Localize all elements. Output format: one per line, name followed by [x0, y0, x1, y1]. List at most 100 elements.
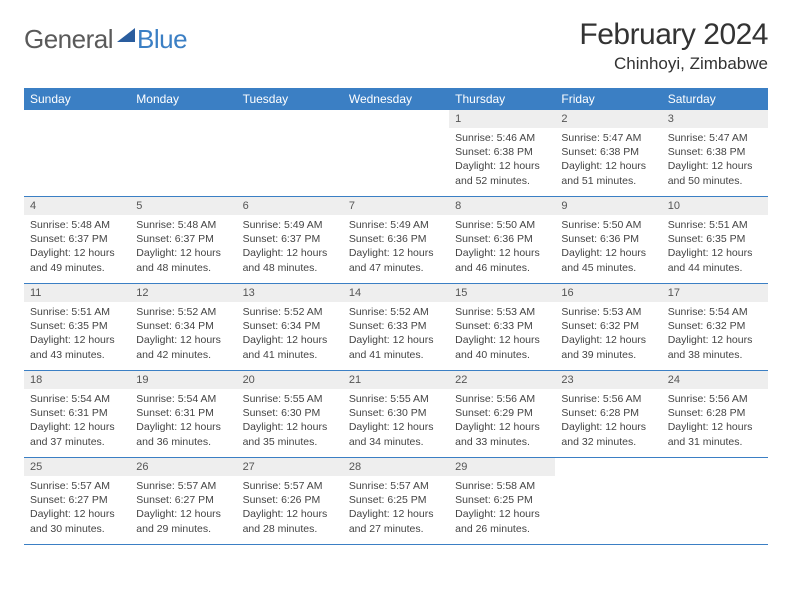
sunrise-line: Sunrise: 5:50 AM — [561, 218, 655, 232]
day-header: Thursday — [449, 88, 555, 110]
daylight-line: Daylight: 12 hours and 48 minutes. — [243, 246, 337, 274]
day-cell: 4 Sunrise: 5:48 AMSunset: 6:37 PMDaylight… — [24, 197, 130, 283]
sunrise-line: Sunrise: 5:57 AM — [136, 479, 230, 493]
day-cell: 7Sunrise: 5:49 AMSunset: 6:36 PMDaylight… — [343, 197, 449, 283]
week-row: 4Sunrise: 5:48 AMSunset: 6:37 PMDaylight… — [24, 197, 768, 284]
daylight-line: Daylight: 12 hours and 40 minutes. — [455, 333, 549, 361]
sunset-line: Sunset: 6:25 PM — [455, 493, 549, 507]
daylight-line: Daylight: 12 hours and 30 minutes. — [30, 507, 124, 535]
logo-text-blue: Blue — [137, 24, 187, 55]
day-content: Sunrise: 5:57 AMSunset: 6:25 PMDaylight:… — [343, 476, 449, 541]
day-number: 7 — [343, 197, 449, 215]
day-cell — [130, 110, 236, 196]
sunrise-line: Sunrise: 5:56 AM — [668, 392, 762, 406]
sunset-line: Sunset: 6:33 PM — [349, 319, 443, 333]
sunset-line: Sunset: 6:28 PM — [668, 406, 762, 420]
day-number: 16 — [555, 284, 661, 302]
location: Chinhoyi, Zimbabwe — [579, 54, 768, 74]
sunrise-line: Sunrise: 5:48 AM — [30, 218, 124, 232]
day-number: 10 — [662, 197, 768, 215]
sunset-line: Sunset: 6:38 PM — [561, 145, 655, 159]
day-content: Sunrise: 5:56 AMSunset: 6:28 PMDaylight:… — [662, 389, 768, 454]
sunrise-line: Sunrise: 5:55 AM — [349, 392, 443, 406]
day-cell: 11Sunrise: 5:51 AMSunset: 6:35 PMDayligh… — [24, 284, 130, 370]
day-cell — [343, 110, 449, 196]
daylight-line: Daylight: 12 hours and 49 minutes. — [30, 246, 124, 274]
day-content: Sunrise: 5:51 AMSunset: 6:35 PMDaylight:… — [24, 302, 130, 367]
day-number: 19 — [130, 371, 236, 389]
daylight-line: Daylight: 12 hours and 26 minutes. — [455, 507, 549, 535]
day-number: 12 — [130, 284, 236, 302]
sunrise-line: Sunrise: 5:54 AM — [30, 392, 124, 406]
day-content: Sunrise: 5:50 AMSunset: 6:36 PMDaylight:… — [555, 215, 661, 280]
day-cell: 22Sunrise: 5:56 AMSunset: 6:29 PMDayligh… — [449, 371, 555, 457]
day-content: Sunrise: 5:55 AMSunset: 6:30 PMDaylight:… — [343, 389, 449, 454]
day-number: 13 — [237, 284, 343, 302]
daylight-line: Daylight: 12 hours and 33 minutes. — [455, 420, 549, 448]
day-content: Sunrise: 5:46 AMSunset: 6:38 PMDaylight:… — [449, 128, 555, 193]
calendar: SundayMondayTuesdayWednesdayThursdayFrid… — [24, 88, 768, 545]
day-number: 29 — [449, 458, 555, 476]
sunset-line: Sunset: 6:27 PM — [136, 493, 230, 507]
sunset-line: Sunset: 6:29 PM — [455, 406, 549, 420]
day-cell: 12Sunrise: 5:52 AMSunset: 6:34 PMDayligh… — [130, 284, 236, 370]
daylight-line: Daylight: 12 hours and 28 minutes. — [243, 507, 337, 535]
sunset-line: Sunset: 6:25 PM — [349, 493, 443, 507]
day-number: 8 — [449, 197, 555, 215]
day-header: Monday — [130, 88, 236, 110]
sunset-line: Sunset: 6:31 PM — [136, 406, 230, 420]
day-header: Wednesday — [343, 88, 449, 110]
sunrise-line: Sunrise: 5:54 AM — [136, 392, 230, 406]
sunset-line: Sunset: 6:36 PM — [455, 232, 549, 246]
day-cell: 5Sunrise: 5:48 AMSunset: 6:37 PMDaylight… — [130, 197, 236, 283]
day-cell: 20Sunrise: 5:55 AMSunset: 6:30 PMDayligh… — [237, 371, 343, 457]
sunset-line: Sunset: 6:37 PM — [30, 232, 124, 246]
day-content: Sunrise: 5:48 AMSunset: 6:37 PMDaylight:… — [130, 215, 236, 280]
day-number: 24 — [662, 371, 768, 389]
day-number: 5 — [130, 197, 236, 215]
sunset-line: Sunset: 6:35 PM — [30, 319, 124, 333]
sunset-line: Sunset: 6:27 PM — [30, 493, 124, 507]
sunrise-line: Sunrise: 5:53 AM — [455, 305, 549, 319]
day-cell: 10Sunrise: 5:51 AMSunset: 6:35 PMDayligh… — [662, 197, 768, 283]
sunset-line: Sunset: 6:36 PM — [349, 232, 443, 246]
sunrise-line: Sunrise: 5:55 AM — [243, 392, 337, 406]
day-number: 23 — [555, 371, 661, 389]
day-content: Sunrise: 5:57 AMSunset: 6:27 PMDaylight:… — [24, 476, 130, 541]
day-cell: 21Sunrise: 5:55 AMSunset: 6:30 PMDayligh… — [343, 371, 449, 457]
day-content: Sunrise: 5:52 AMSunset: 6:34 PMDaylight:… — [237, 302, 343, 367]
sunset-line: Sunset: 6:37 PM — [243, 232, 337, 246]
daylight-line: Daylight: 12 hours and 41 minutes. — [349, 333, 443, 361]
logo-text-general: General — [24, 24, 113, 55]
day-content: Sunrise: 5:49 AMSunset: 6:36 PMDaylight:… — [343, 215, 449, 280]
daylight-line: Daylight: 12 hours and 36 minutes. — [136, 420, 230, 448]
day-content: Sunrise: 5:53 AMSunset: 6:33 PMDaylight:… — [449, 302, 555, 367]
day-cell: 15Sunrise: 5:53 AMSunset: 6:33 PMDayligh… — [449, 284, 555, 370]
sunrise-line: Sunrise: 5:47 AM — [561, 131, 655, 145]
sunrise-line: Sunrise: 5:56 AM — [455, 392, 549, 406]
day-number: 4 — [24, 197, 130, 215]
day-cell: 18Sunrise: 5:54 AMSunset: 6:31 PMDayligh… — [24, 371, 130, 457]
sunset-line: Sunset: 6:36 PM — [561, 232, 655, 246]
day-content: Sunrise: 5:50 AMSunset: 6:36 PMDaylight:… — [449, 215, 555, 280]
day-content: Sunrise: 5:54 AMSunset: 6:31 PMDaylight:… — [130, 389, 236, 454]
day-content: Sunrise: 5:56 AMSunset: 6:28 PMDaylight:… — [555, 389, 661, 454]
sunset-line: Sunset: 6:35 PM — [668, 232, 762, 246]
day-cell: 2Sunrise: 5:47 AMSunset: 6:38 PMDaylight… — [555, 110, 661, 196]
day-content: Sunrise: 5:47 AMSunset: 6:38 PMDaylight:… — [662, 128, 768, 193]
day-header: Sunday — [24, 88, 130, 110]
sunrise-line: Sunrise: 5:52 AM — [136, 305, 230, 319]
sunset-line: Sunset: 6:38 PM — [668, 145, 762, 159]
sunset-line: Sunset: 6:33 PM — [455, 319, 549, 333]
daylight-line: Daylight: 12 hours and 44 minutes. — [668, 246, 762, 274]
day-cell: 14Sunrise: 5:52 AMSunset: 6:33 PMDayligh… — [343, 284, 449, 370]
day-content: Sunrise: 5:47 AMSunset: 6:38 PMDaylight:… — [555, 128, 661, 193]
day-number: 2 — [555, 110, 661, 128]
weeks-container: 1Sunrise: 5:46 AMSunset: 6:38 PMDaylight… — [24, 110, 768, 545]
sunset-line: Sunset: 6:34 PM — [136, 319, 230, 333]
day-cell: 28Sunrise: 5:57 AMSunset: 6:25 PMDayligh… — [343, 458, 449, 544]
day-cell: 8Sunrise: 5:50 AMSunset: 6:36 PMDaylight… — [449, 197, 555, 283]
day-number: 18 — [24, 371, 130, 389]
sunrise-line: Sunrise: 5:52 AM — [349, 305, 443, 319]
month-title: February 2024 — [579, 18, 768, 52]
